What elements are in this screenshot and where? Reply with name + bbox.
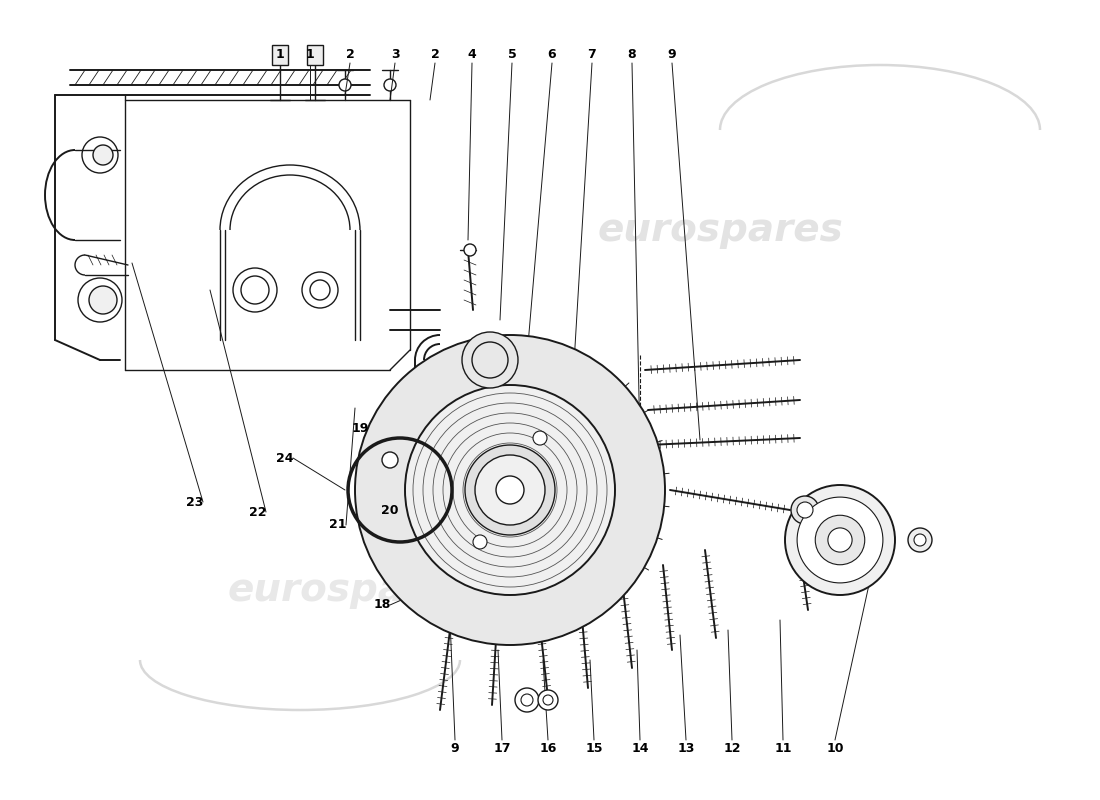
Circle shape (355, 335, 666, 645)
Text: 11: 11 (774, 742, 792, 754)
Circle shape (405, 385, 615, 595)
Text: 6: 6 (548, 49, 557, 62)
Text: 8: 8 (628, 49, 636, 62)
Circle shape (538, 690, 558, 710)
Text: 22: 22 (250, 506, 266, 518)
Text: 9: 9 (451, 742, 460, 754)
Bar (272, 45, 288, 65)
Circle shape (815, 515, 865, 565)
Circle shape (496, 476, 524, 504)
Circle shape (89, 286, 117, 314)
Text: 24: 24 (276, 451, 294, 465)
Text: 1: 1 (306, 49, 315, 62)
Text: 17: 17 (493, 742, 510, 754)
Circle shape (828, 528, 852, 552)
Text: 7: 7 (587, 49, 596, 62)
Text: 2: 2 (345, 49, 354, 62)
Text: 18: 18 (373, 598, 390, 611)
Circle shape (798, 502, 813, 518)
Bar (307, 45, 323, 65)
Circle shape (791, 496, 820, 524)
Circle shape (914, 534, 926, 546)
Text: 5: 5 (507, 49, 516, 62)
Circle shape (475, 455, 544, 525)
Text: 20: 20 (382, 503, 398, 517)
Text: 23: 23 (186, 495, 204, 509)
Text: eurospares: eurospares (227, 571, 473, 609)
Text: 12: 12 (724, 742, 740, 754)
Circle shape (462, 332, 518, 388)
Text: 21: 21 (329, 518, 346, 531)
Circle shape (473, 535, 487, 549)
Circle shape (382, 452, 398, 468)
Circle shape (534, 431, 547, 445)
Text: 2: 2 (430, 49, 439, 62)
Text: 3: 3 (390, 49, 399, 62)
Text: 10: 10 (826, 742, 844, 754)
Circle shape (384, 79, 396, 91)
Circle shape (339, 79, 351, 91)
Text: 15: 15 (585, 742, 603, 754)
Circle shape (94, 145, 113, 165)
Text: 16: 16 (539, 742, 557, 754)
Text: 9: 9 (668, 49, 676, 62)
Circle shape (515, 688, 539, 712)
Text: 1: 1 (276, 49, 285, 62)
Circle shape (464, 244, 476, 256)
Text: 13: 13 (678, 742, 695, 754)
Circle shape (785, 485, 895, 595)
Text: eurospares: eurospares (597, 211, 843, 249)
Text: 19: 19 (351, 422, 369, 434)
Circle shape (908, 528, 932, 552)
Circle shape (798, 497, 883, 583)
Text: 4: 4 (468, 49, 476, 62)
Text: 14: 14 (631, 742, 649, 754)
Circle shape (465, 445, 556, 535)
